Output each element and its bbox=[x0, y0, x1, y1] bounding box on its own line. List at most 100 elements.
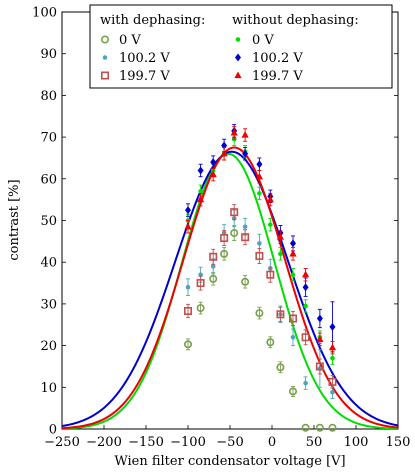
data-point bbox=[257, 186, 262, 201]
data-point bbox=[230, 225, 239, 241]
data-point bbox=[220, 230, 229, 246]
data-point bbox=[255, 306, 264, 320]
data-point bbox=[209, 272, 218, 286]
data-point bbox=[302, 268, 310, 282]
legend-with-entry: 199.7 V bbox=[101, 69, 170, 84]
data-point bbox=[303, 299, 308, 313]
y-tick-label: 40 bbox=[40, 256, 57, 271]
data-point bbox=[316, 308, 323, 329]
y-tick-label: 80 bbox=[40, 89, 57, 104]
y-tick-label: 50 bbox=[40, 214, 57, 229]
data-points bbox=[184, 124, 337, 432]
legend-entry-label: 199.7 V bbox=[119, 69, 170, 84]
x-tick-label: −50 bbox=[216, 435, 243, 450]
legend-with-entry: 100.2 V bbox=[102, 51, 170, 66]
data-point bbox=[276, 306, 285, 322]
series-without-199-7-V bbox=[184, 126, 337, 355]
data-point bbox=[290, 328, 296, 347]
x-tick-label: −100 bbox=[170, 435, 206, 450]
data-point bbox=[316, 332, 324, 347]
data-point bbox=[266, 266, 275, 283]
data-point bbox=[328, 375, 337, 389]
x-tick-label: 150 bbox=[386, 435, 411, 450]
y-tick-label: 20 bbox=[40, 339, 57, 354]
y-tick-label: 60 bbox=[40, 172, 57, 187]
data-point bbox=[303, 376, 308, 390]
legend-entry-label: 199.7 V bbox=[252, 69, 303, 84]
data-point bbox=[230, 204, 239, 221]
data-point bbox=[301, 329, 310, 346]
fit-curve bbox=[62, 152, 398, 429]
legend-group-with-dephasing: with dephasing: bbox=[100, 13, 205, 28]
x-tick-label: 50 bbox=[306, 435, 323, 450]
series-with-0-V bbox=[184, 225, 337, 432]
data-point bbox=[184, 338, 193, 351]
data-point bbox=[315, 423, 324, 432]
x-tick-label: 0 bbox=[268, 435, 276, 450]
data-point bbox=[230, 126, 238, 140]
legend-entry-label: 0 V bbox=[119, 33, 141, 48]
legend: with dephasing: without dephasing: 0 V 10… bbox=[89, 4, 393, 89]
axis-ticks: −250 −200 −150 −100 −50 0 50 100 150 0 10 20 30 40 50 6… bbox=[32, 6, 410, 451]
data-point bbox=[241, 229, 250, 246]
legend-entry-label: 100.2 V bbox=[252, 51, 303, 66]
legend-without-entry: 199.7 V bbox=[234, 69, 303, 84]
data-point bbox=[266, 336, 275, 349]
x-tick-label: 100 bbox=[344, 435, 369, 450]
data-point bbox=[268, 217, 273, 232]
data-point bbox=[184, 303, 193, 319]
data-point bbox=[242, 147, 249, 161]
data-point bbox=[288, 386, 297, 397]
fit-curve bbox=[62, 146, 398, 429]
data-point bbox=[197, 192, 205, 207]
x-tick-label: −200 bbox=[86, 435, 122, 450]
data-point bbox=[255, 170, 263, 184]
legend-without-entry: 100.2 V bbox=[235, 51, 303, 66]
data-point bbox=[185, 203, 191, 217]
y-tick-label: 0 bbox=[49, 423, 57, 438]
legend-entry-label: 100.2 V bbox=[119, 51, 170, 66]
data-point bbox=[328, 423, 337, 432]
y-tick-label: 10 bbox=[40, 381, 57, 396]
y-tick-label: 30 bbox=[40, 297, 57, 312]
y-axis-label: contrast [%] bbox=[7, 179, 22, 260]
data-point bbox=[209, 248, 218, 265]
data-point bbox=[290, 268, 296, 282]
data-point bbox=[278, 247, 283, 261]
data-point bbox=[184, 220, 192, 234]
data-point bbox=[255, 247, 264, 264]
legend-group-without-dephasing: without dephasing: bbox=[232, 13, 359, 28]
legend-entry-label: 0 V bbox=[252, 33, 274, 48]
legend-without-entry: 0 V bbox=[235, 33, 274, 48]
data-point bbox=[185, 278, 191, 297]
series-without-100-2-V bbox=[185, 124, 336, 353]
data-point bbox=[209, 167, 217, 182]
y-tick-label: 90 bbox=[40, 47, 57, 62]
data-point bbox=[241, 275, 250, 289]
data-point bbox=[196, 301, 205, 315]
data-point bbox=[276, 230, 284, 244]
y-tick-label: 100 bbox=[32, 6, 57, 21]
data-point bbox=[301, 423, 310, 432]
data-point bbox=[220, 147, 228, 161]
data-point bbox=[266, 192, 274, 207]
data-point bbox=[289, 247, 297, 261]
data-point bbox=[328, 340, 337, 355]
data-point bbox=[315, 358, 324, 375]
data-point bbox=[220, 247, 229, 261]
data-point bbox=[241, 128, 249, 142]
fit-curves bbox=[62, 146, 398, 429]
series-with-199-7-V bbox=[184, 204, 337, 389]
data-point bbox=[276, 361, 285, 374]
y-tick-label: 70 bbox=[40, 131, 57, 146]
fit-curve bbox=[62, 150, 398, 428]
data-point bbox=[288, 310, 297, 327]
x-tick-label: −150 bbox=[128, 435, 164, 450]
data-point bbox=[196, 275, 205, 291]
legend-box bbox=[89, 4, 393, 89]
series-with-100-2-V bbox=[185, 209, 335, 400]
x-axis-label: Wien filter condensator voltage [V] bbox=[114, 454, 345, 469]
legend-with-entry: 0 V bbox=[101, 33, 141, 48]
data-point bbox=[197, 163, 204, 178]
